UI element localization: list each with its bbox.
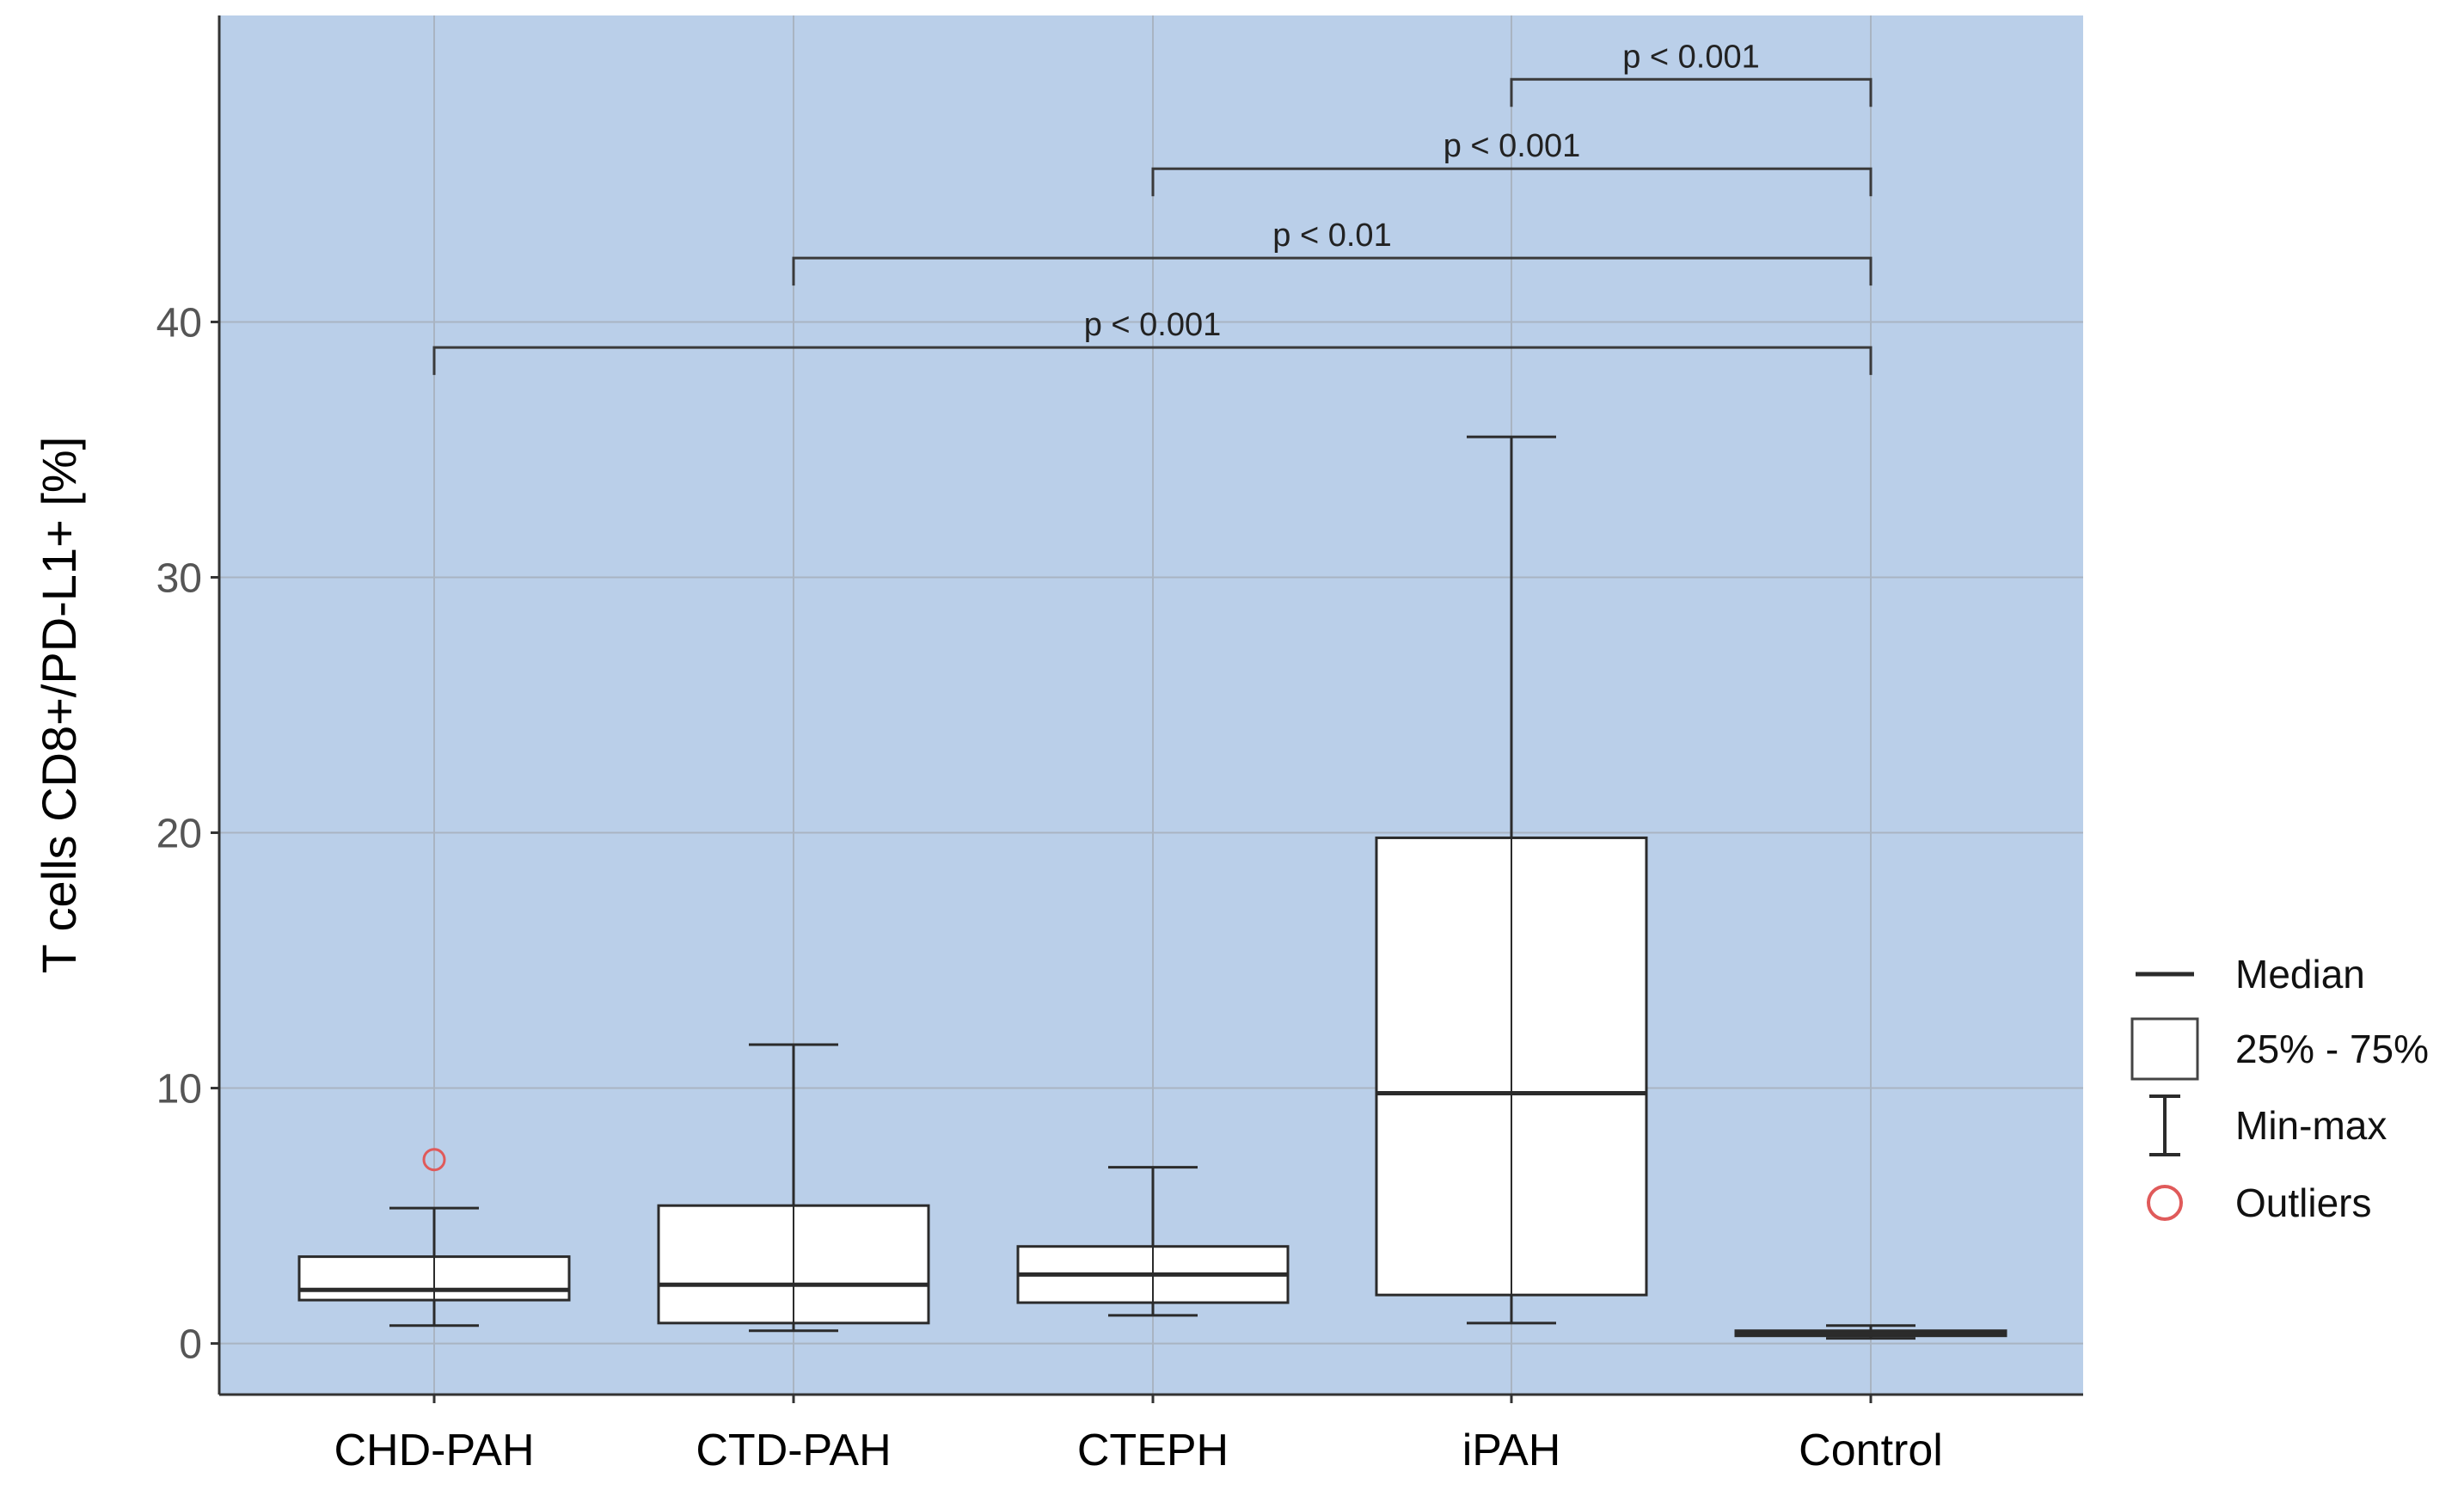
x-category-label: CHD-PAH bbox=[334, 1426, 534, 1475]
x-category-label: CTD-PAH bbox=[696, 1426, 891, 1475]
box-group-cteph bbox=[1016, 1166, 1290, 1317]
x-category-label: CTEPH bbox=[1077, 1426, 1229, 1475]
x-category-label: Control bbox=[1799, 1426, 1943, 1475]
x-category-label: iPAH bbox=[1462, 1426, 1561, 1475]
outlier-point bbox=[422, 1148, 446, 1172]
legend-item-3: Outliers bbox=[2147, 1180, 2371, 1225]
bracket-line bbox=[792, 256, 1873, 286]
legend-item-2: Min-max bbox=[2149, 1095, 2387, 1156]
y-tick-label: 20 bbox=[156, 812, 202, 857]
legend-item-0: Median bbox=[2136, 952, 2365, 996]
legend-label: Min-max bbox=[2235, 1103, 2387, 1148]
significance-bracket-2: p < 0.01 bbox=[792, 218, 1873, 286]
bracket-line bbox=[432, 346, 1873, 376]
annotation-layer: p < 0.001 p < 0.001 p < 0.01 p < 0.001 bbox=[432, 39, 1873, 376]
p-value-label: p < 0.001 bbox=[1622, 39, 1760, 75]
legend-item-1: 25% - 75% bbox=[2130, 1017, 2429, 1081]
y-tick-label: 40 bbox=[156, 300, 202, 346]
y-tick-label: 10 bbox=[156, 1067, 202, 1113]
significance-bracket-0: p < 0.001 bbox=[1510, 39, 1873, 107]
bracket-line bbox=[1510, 77, 1873, 107]
legend: Median 25% - 75% Min-max Outliers bbox=[2130, 952, 2429, 1225]
box-group-ipah bbox=[1375, 435, 1648, 1325]
legend-box-swatch bbox=[2130, 1017, 2199, 1081]
p-value-label: p < 0.001 bbox=[1443, 128, 1581, 164]
significance-bracket-3: p < 0.001 bbox=[432, 307, 1873, 376]
legend-label: Outliers bbox=[2235, 1180, 2371, 1225]
box-group-control bbox=[1734, 1324, 2007, 1340]
y-tick-label: 30 bbox=[156, 555, 202, 601]
box-group-chd-pah bbox=[297, 1148, 571, 1328]
box-group-ctd-pah bbox=[657, 1043, 930, 1333]
significance-bracket-1: p < 0.001 bbox=[1151, 128, 1873, 197]
legend-label: 25% - 75% bbox=[2235, 1027, 2429, 1071]
legend-label: Median bbox=[2235, 952, 2365, 996]
box-layer bbox=[297, 435, 2007, 1340]
p-value-label: p < 0.01 bbox=[1272, 218, 1391, 254]
legend-outlier-swatch bbox=[2147, 1185, 2183, 1221]
plot-panel bbox=[219, 15, 2083, 1395]
p-value-label: p < 0.001 bbox=[1084, 307, 1222, 343]
y-tick-label: 0 bbox=[179, 1322, 202, 1368]
y-axis-label: T cells CD8+/PD-L1+ [%] bbox=[32, 436, 86, 974]
bracket-line bbox=[1151, 167, 1873, 197]
axis-layer: 0 10 20 30 40 CHD-PAH CTD-PAH CTEPH iPAH Control bbox=[156, 15, 2083, 1475]
